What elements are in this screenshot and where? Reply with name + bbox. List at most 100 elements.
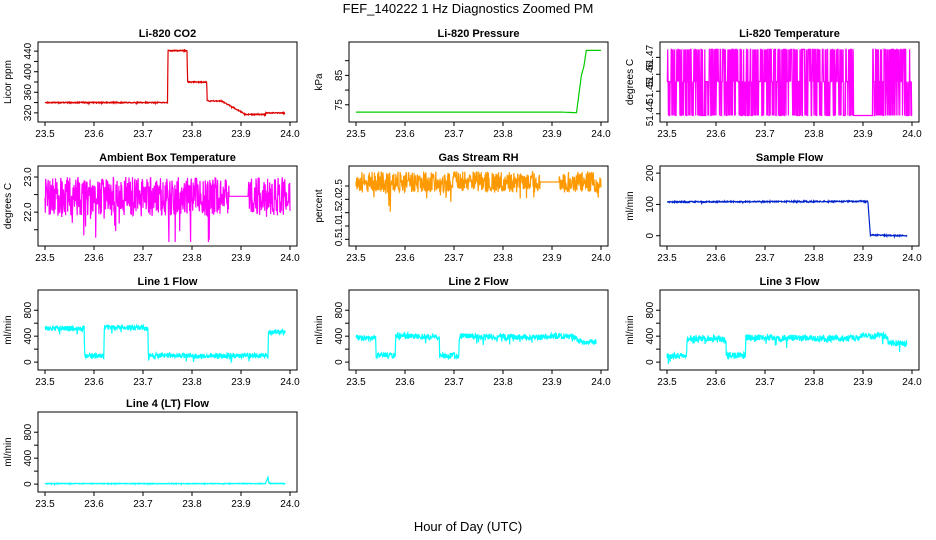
- x-tick-label: 23.9: [542, 377, 562, 388]
- y-tick-label: 51.47: [645, 44, 656, 69]
- x-tick-label: 23.5: [35, 129, 55, 140]
- x-tick-label: 23.6: [395, 129, 415, 140]
- y-axis-label: percent: [314, 189, 325, 223]
- x-tick-label: 23.8: [182, 377, 202, 388]
- panel-title: Line 3 Flow: [760, 276, 820, 288]
- y-tick-label: 0: [645, 233, 656, 239]
- y-tick-label: 51.46: [645, 61, 656, 86]
- x-tick-label: 23.9: [231, 499, 251, 510]
- x-tick-label: 24.0: [591, 129, 611, 140]
- y-axis-label: degrees C: [625, 59, 636, 105]
- chart-panel: Li-820 CO2 23.5 23.6 23.7 23.8 23.9 24.0 320 360…: [3, 28, 300, 140]
- x-tick-label: 23.5: [657, 377, 677, 388]
- y-tick-label: 800: [23, 423, 34, 440]
- y-tick-label: 320: [23, 104, 34, 121]
- x-tick-label: 23.7: [133, 499, 153, 510]
- series-line: [44, 176, 291, 243]
- x-tick-label: 23.6: [395, 253, 415, 264]
- y-axis-label: ml/min: [3, 437, 14, 466]
- y-tick-label: 800: [334, 301, 345, 318]
- panel-title: Line 1 Flow: [138, 276, 198, 288]
- x-tick-label: 23.6: [395, 377, 415, 388]
- y-tick-label: 85: [334, 69, 345, 81]
- series-line: [355, 171, 602, 212]
- x-tick-label: 23.6: [84, 253, 104, 264]
- panel-title: Gas Stream RH: [438, 152, 518, 164]
- panel-title: Li-820 Temperature: [739, 28, 840, 40]
- x-tick-label: 24.0: [591, 253, 611, 264]
- x-tick-label: 23.9: [853, 129, 873, 140]
- y-tick-label: 0: [334, 359, 345, 365]
- chart-panel: Li-820 Temperature 23.5 23.6 23.7 23.8 23.9 24…: [625, 28, 922, 140]
- chart-panel: Line 3 Flow 23.5 23.6 23.7 23.8 23.9 24.0 0 400 8…: [625, 276, 922, 388]
- x-tick-label: 23.7: [133, 377, 153, 388]
- x-tick-label: 24.0: [591, 377, 611, 388]
- x-tick-label: 23.5: [35, 499, 55, 510]
- y-tick-label: 800: [23, 301, 34, 318]
- y-tick-label: 1.5: [334, 205, 345, 219]
- series-line: [44, 48, 286, 118]
- y-tick-label: 0: [23, 481, 34, 487]
- x-tick-label: 23.8: [182, 253, 202, 264]
- y-axis-label: ml/min: [314, 315, 325, 344]
- x-tick-label: 23.9: [231, 377, 251, 388]
- chart-panel: Line 1 Flow 23.5 23.6 23.7 23.8 23.9 24.0 0 400 8…: [3, 276, 300, 388]
- x-tick-label: 24.0: [902, 377, 922, 388]
- x-tick-label: 23.8: [804, 129, 824, 140]
- series-line: [666, 331, 908, 364]
- x-tick-label: 23.7: [755, 253, 775, 264]
- x-tick-label: 23.8: [182, 499, 202, 510]
- y-tick-label: 100: [645, 196, 656, 213]
- y-axis-label: ml/min: [625, 315, 636, 344]
- chart-panel: Gas Stream RH 23.5 23.6 23.7 23.8 23.9 24.0 0.5…: [314, 152, 611, 264]
- y-tick-label: 360: [23, 84, 34, 101]
- chart-panel: Sample Flow 23.5 23.6 23.7 23.8 23.9 24.0 0 100 2…: [625, 152, 922, 264]
- panel-title: Line 2 Flow: [449, 276, 509, 288]
- chart-panel: Li-820 Pressure 23.5 23.6 23.7 23.8 23.9 24.0 7…: [314, 28, 611, 140]
- y-tick-label: 400: [334, 327, 345, 344]
- y-tick-label: 0: [23, 359, 34, 365]
- series-line: [44, 323, 286, 364]
- x-tick-label: 23.9: [853, 377, 873, 388]
- x-tick-label: 24.0: [280, 253, 300, 264]
- y-tick-label: 400: [23, 449, 34, 466]
- x-tick-label: 23.8: [493, 253, 513, 264]
- x-tick-label: 23.6: [706, 253, 726, 264]
- x-tick-label: 23.6: [84, 377, 104, 388]
- panels-container: Li-820 CO2 23.5 23.6 23.7 23.8 23.9 24.0 320 360…: [3, 28, 922, 510]
- x-tick-label: 23.7: [444, 377, 464, 388]
- plot-frame: [37, 165, 298, 247]
- x-tick-label: 23.9: [542, 129, 562, 140]
- panel-title: Line 4 (LT) Flow: [126, 398, 209, 410]
- x-tick-label: 23.7: [444, 253, 464, 264]
- y-axis-label: Licor ppm: [3, 60, 14, 104]
- x-tick-label: 23.6: [84, 499, 104, 510]
- figure-title: FEF_140222 1 Hz Diagnostics Zoomed PM: [343, 1, 594, 16]
- series-line: [666, 198, 908, 239]
- x-tick-label: 23.7: [444, 129, 464, 140]
- y-axis-label: ml/min: [625, 191, 636, 220]
- x-tick-label: 24.0: [280, 499, 300, 510]
- plot-frame: [37, 411, 298, 493]
- plot-frame: [659, 289, 920, 371]
- y-tick-label: 75: [334, 99, 345, 111]
- plot-frame: [659, 165, 920, 247]
- x-tick-label: 23.9: [231, 253, 251, 264]
- series-line: [44, 475, 286, 487]
- x-tick-label: 23.5: [35, 377, 55, 388]
- y-tick-label: 0.5: [334, 232, 345, 246]
- x-tick-label: 23.5: [346, 377, 366, 388]
- y-tick-label: 400: [645, 327, 656, 344]
- x-tick-label: 23.7: [755, 129, 775, 140]
- y-tick-label: 23.0: [23, 167, 34, 187]
- y-tick-label: 51.45: [645, 78, 656, 103]
- y-tick-label: 2.5: [334, 179, 345, 193]
- x-tick-label: 23.7: [755, 377, 775, 388]
- y-axis-label: kPa: [314, 73, 325, 91]
- x-tick-label: 23.5: [346, 129, 366, 140]
- y-tick-label: 200: [645, 164, 656, 181]
- x-axis-title: Hour of Day (UTC): [414, 519, 522, 534]
- series-line: [666, 48, 913, 117]
- x-tick-label: 23.7: [133, 253, 153, 264]
